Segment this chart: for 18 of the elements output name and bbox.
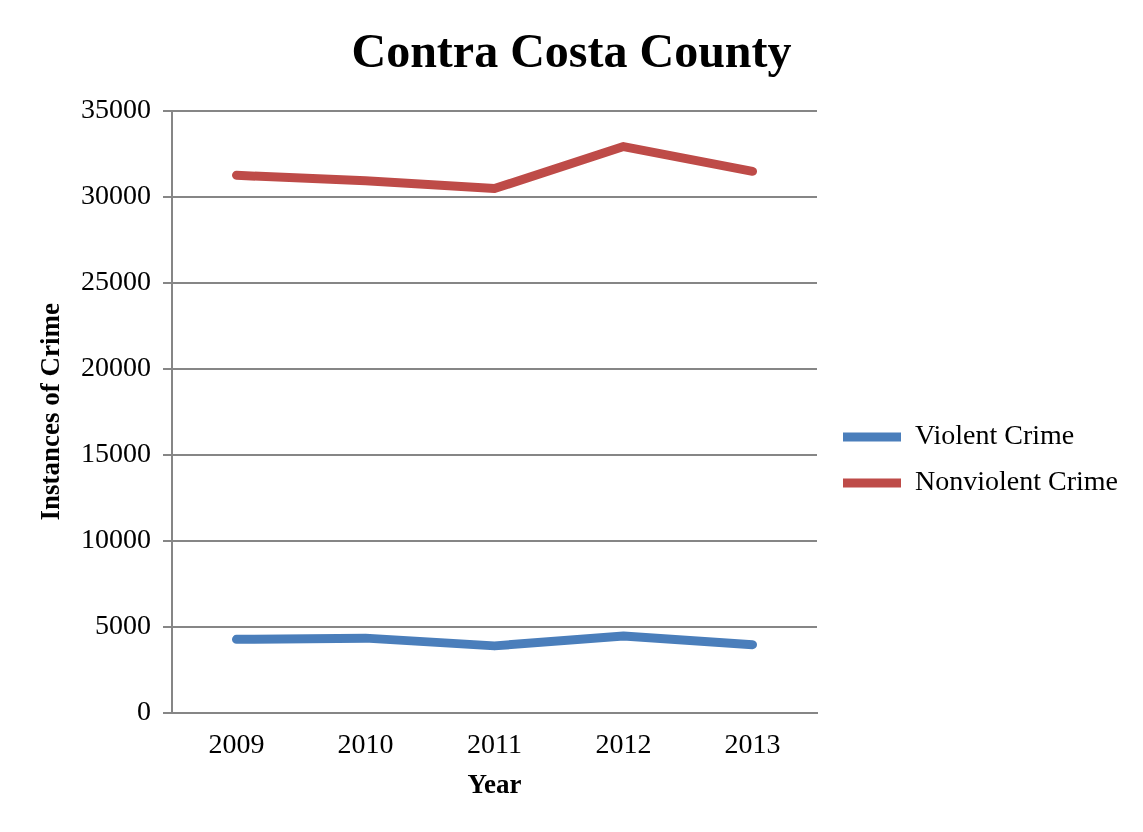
y-tick-label: 0 <box>137 695 151 727</box>
y-tick-label: 25000 <box>81 265 151 297</box>
y-tick-label: 15000 <box>81 437 151 469</box>
chart-title: Contra Costa County <box>351 24 792 78</box>
y-tick-label: 30000 <box>81 179 151 211</box>
x-tick-label: 2013 <box>724 728 781 760</box>
y-tick-label: 5000 <box>95 609 151 641</box>
x-tick-label: 2009 <box>208 728 265 760</box>
y-tick-label: 35000 <box>81 92 151 124</box>
x-tick-label: 2011 <box>467 728 522 760</box>
x-axis-title: Year <box>467 768 522 799</box>
x-tick-label: 2010 <box>337 728 394 760</box>
legend-label: Nonviolent Crime <box>915 465 1118 497</box>
y-axis-title: Instances of Crime <box>35 303 66 521</box>
y-tick-label: 10000 <box>81 523 151 555</box>
x-tick-label: 2012 <box>595 728 652 760</box>
y-tick-label: 20000 <box>81 351 151 383</box>
legend-label: Violent Crime <box>915 419 1075 451</box>
